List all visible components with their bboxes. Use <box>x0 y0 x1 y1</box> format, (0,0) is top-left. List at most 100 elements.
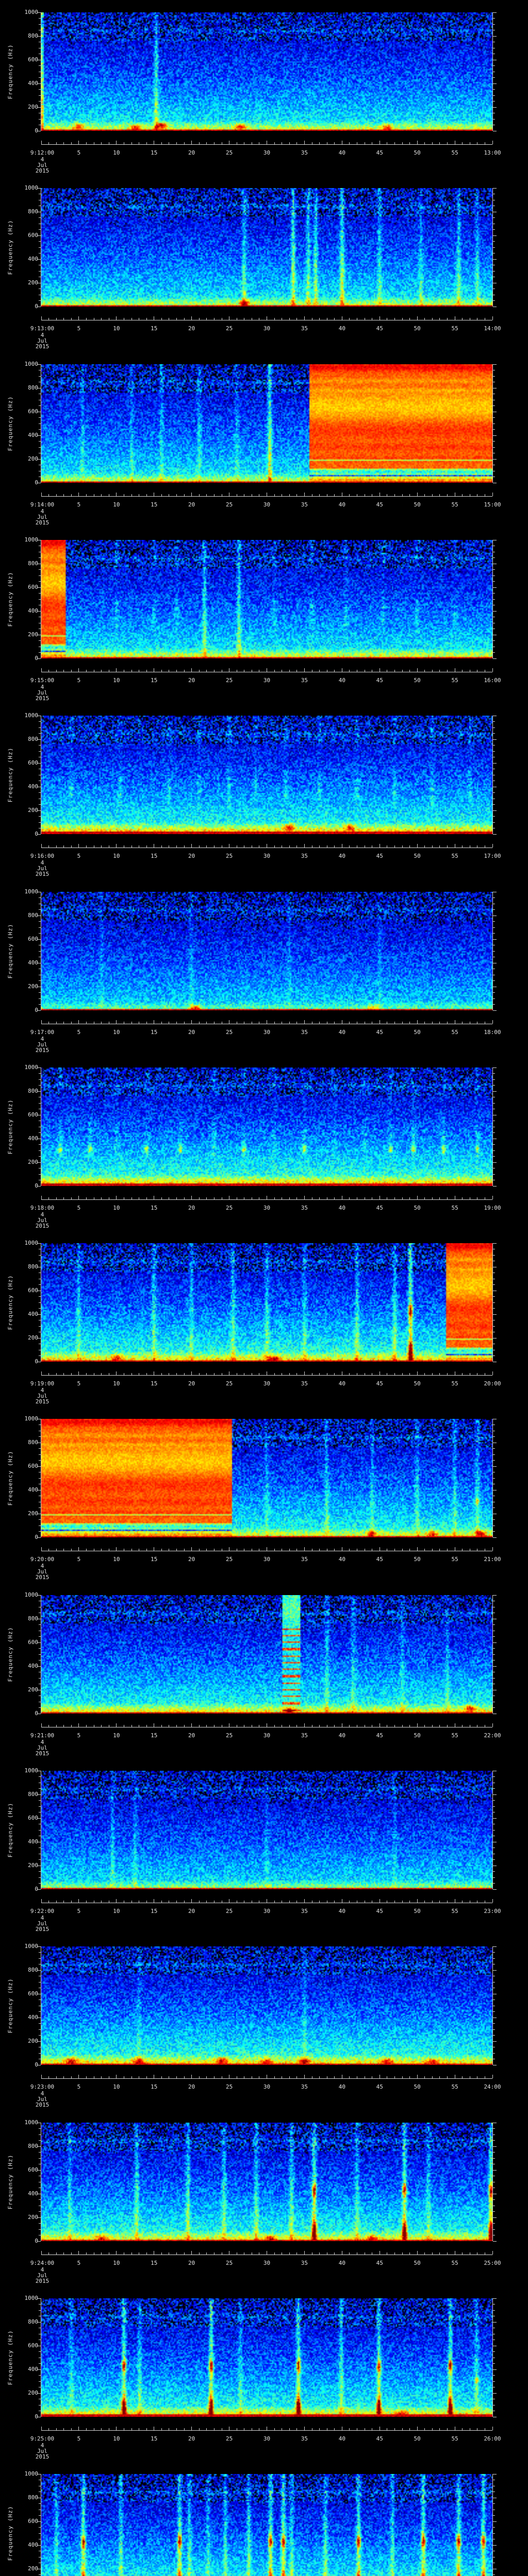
x-tick <box>319 2428 320 2430</box>
x-tick-label: 30 <box>263 2435 271 2442</box>
x-tick <box>184 1725 185 1727</box>
y-tick-left <box>39 247 41 248</box>
y-tick-label: 600 <box>28 1990 38 1997</box>
x-tick <box>206 2428 207 2430</box>
x-tick <box>296 2252 298 2255</box>
x-tick <box>402 845 403 848</box>
x-tick-label: 5 <box>77 501 81 508</box>
y-tick-right <box>493 1507 495 1508</box>
y-tick-right <box>493 1150 495 1151</box>
y-tick-left <box>39 1800 41 1801</box>
spectrogram-canvas <box>41 1419 492 1537</box>
y-tick-left <box>39 733 41 734</box>
x-tick-label: 40 <box>338 2083 345 2090</box>
y-tick-right <box>493 1666 497 1667</box>
x-tick <box>116 1547 117 1551</box>
y-tick-right <box>493 2310 495 2311</box>
date-label: 2015 <box>35 1926 50 1933</box>
spectrogram-panel: Frequency (Hz) 0 200 400 600 800 1000 9:23:00 5… <box>0 1934 528 2110</box>
y-tick-right <box>493 1871 495 1872</box>
y-tick-label: 600 <box>28 2166 38 2173</box>
y-tick-label: 400 <box>28 256 38 262</box>
x-tick <box>146 1725 147 1727</box>
plot-right-edge <box>492 1946 493 2065</box>
x-tick <box>101 2076 102 2078</box>
date-label: 2015 <box>35 519 50 526</box>
y-tick-left <box>39 2574 41 2575</box>
x-tick <box>176 1197 177 1199</box>
x-tick <box>319 1373 320 1375</box>
y-tick-right <box>493 2241 497 2242</box>
y-tick-left <box>39 909 41 910</box>
x-tick <box>63 1373 64 1375</box>
x-tick <box>296 670 298 672</box>
x-tick <box>274 2076 275 2078</box>
y-tick-right <box>493 2533 495 2534</box>
x-tick <box>304 2427 305 2430</box>
x-tick <box>432 1901 433 1903</box>
y-tick-left <box>37 235 41 236</box>
x-tick <box>349 845 350 848</box>
y-tick-right <box>493 1448 495 1449</box>
x-tick <box>199 1725 200 1727</box>
y-tick-right <box>493 1296 495 1297</box>
y-tick-left <box>39 2533 41 2534</box>
y-tick-right <box>493 2199 495 2200</box>
x-tick <box>176 494 177 496</box>
x-tick-label: 15 <box>151 1908 158 1914</box>
plot-right-edge <box>492 364 493 483</box>
y-tick-right <box>493 1185 497 1187</box>
x-tick <box>409 1022 410 1024</box>
x-tick <box>48 1549 50 1551</box>
y-tick-right <box>493 1454 495 1455</box>
y-tick-right <box>493 1243 497 1244</box>
y-tick-right <box>493 1952 495 1953</box>
plot-right-edge <box>492 2298 493 2417</box>
y-tick-label: 0 <box>35 2238 38 2244</box>
y-tick-left <box>39 447 41 448</box>
date-label: 2015 <box>35 343 50 350</box>
x-tick <box>78 1547 79 1551</box>
y-tick-right <box>493 587 497 588</box>
x-tick-label: 20 <box>188 677 195 684</box>
x-tick-label: 20 <box>188 853 195 859</box>
y-tick-label: 400 <box>28 2014 38 2021</box>
y-tick-label: 600 <box>28 936 38 942</box>
y-tick-left <box>39 980 41 981</box>
x-tick <box>131 2428 132 2430</box>
x-tick <box>56 318 57 320</box>
y-tick-right <box>493 1174 495 1175</box>
y-tick-right <box>493 2128 495 2129</box>
x-tick <box>86 2252 87 2255</box>
y-tick-right <box>493 447 495 448</box>
y-tick-left <box>37 1185 41 1187</box>
x-tick <box>417 141 418 144</box>
date-label: 2015 <box>35 695 50 702</box>
x-tick <box>131 1901 132 1903</box>
y-tick-right <box>493 2298 497 2299</box>
x-tick <box>394 1725 395 1727</box>
x-tick <box>191 493 192 496</box>
y-tick-left <box>37 762 41 764</box>
y-tick-label: 1000 <box>24 888 39 895</box>
x-tick <box>161 1373 162 1375</box>
x-tick-label: 35 <box>301 853 308 859</box>
x-tick <box>41 2075 42 2078</box>
x-tick <box>447 1373 448 1375</box>
x-tick <box>131 845 132 848</box>
y-tick-left <box>39 300 41 301</box>
y-tick-right <box>493 1355 495 1356</box>
x-tick <box>274 1022 275 1024</box>
y-tick-label: 600 <box>28 2342 38 2349</box>
x-tick <box>161 1197 162 1199</box>
date-label: 2015 <box>35 871 50 877</box>
date-label: 4 <box>40 1036 44 1042</box>
plot-right-edge <box>492 2123 493 2241</box>
y-tick-right <box>493 435 497 436</box>
x-tick-label: 55 <box>451 2260 458 2266</box>
date-label: 2015 <box>35 2102 50 2108</box>
x-tick <box>402 1549 403 1551</box>
x-tick <box>161 2428 162 2430</box>
x-tick <box>462 1901 463 1903</box>
x-tick <box>274 670 275 672</box>
